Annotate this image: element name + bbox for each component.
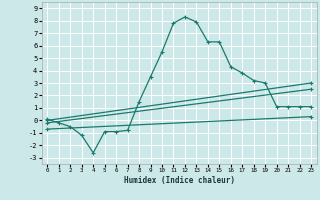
X-axis label: Humidex (Indice chaleur): Humidex (Indice chaleur)	[124, 176, 235, 185]
